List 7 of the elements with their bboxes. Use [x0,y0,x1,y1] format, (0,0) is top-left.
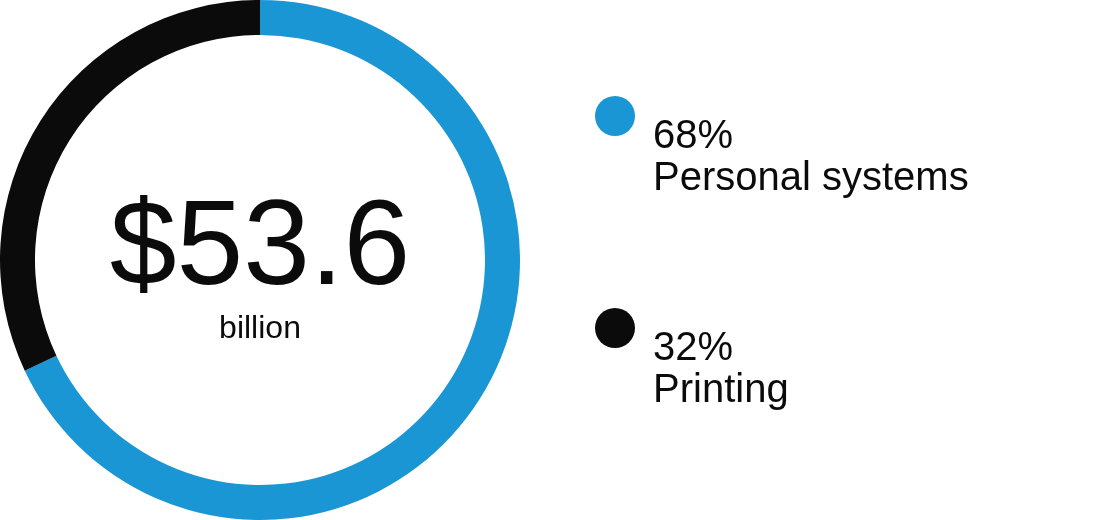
text: $53.6 [109,175,411,309]
data-label: 68% [653,112,734,156]
data-label: 32% [653,324,734,368]
legend-label: Printing [653,366,789,410]
text: billion [219,309,301,345]
legend-label: Personal systems [653,154,969,198]
donut-slice [24,0,520,520]
